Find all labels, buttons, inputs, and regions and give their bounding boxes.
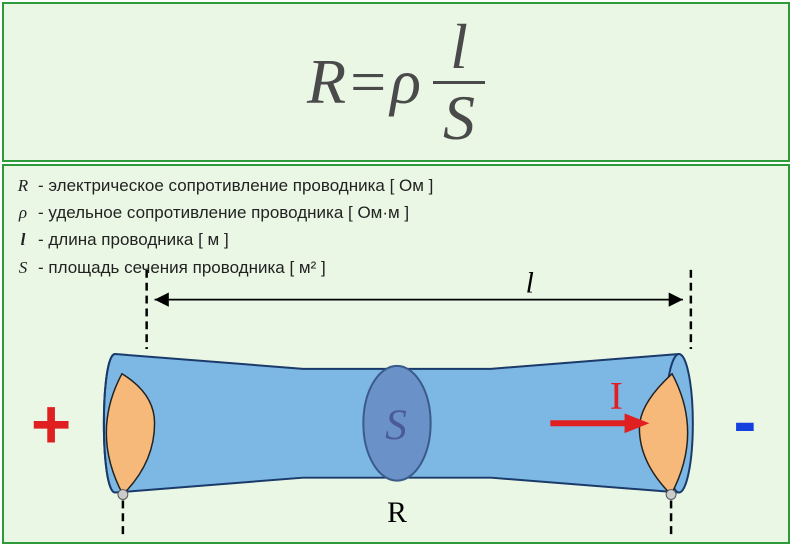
- formula: R = ρ l S: [307, 15, 485, 150]
- label-R: R: [387, 497, 407, 529]
- formula-R: R: [307, 45, 346, 119]
- pin-left: [118, 490, 128, 500]
- formula-rho: ρ: [390, 45, 421, 119]
- diagram-panel: R - электрическое сопротивление проводни…: [2, 164, 790, 544]
- formula-panel: R = ρ l S: [2, 2, 790, 162]
- formula-frac: l S: [433, 15, 485, 150]
- formula-eq: =: [350, 45, 386, 119]
- pin-right: [666, 490, 676, 500]
- label-S: S: [385, 401, 407, 449]
- conductor-diagram: l S I + - R: [4, 166, 788, 542]
- plus-icon: +: [31, 385, 71, 463]
- formula-num: l: [440, 15, 478, 81]
- formula-den: S: [433, 81, 485, 150]
- minus-icon: -: [733, 382, 756, 460]
- label-l: l: [526, 268, 534, 300]
- label-I: I: [610, 373, 623, 417]
